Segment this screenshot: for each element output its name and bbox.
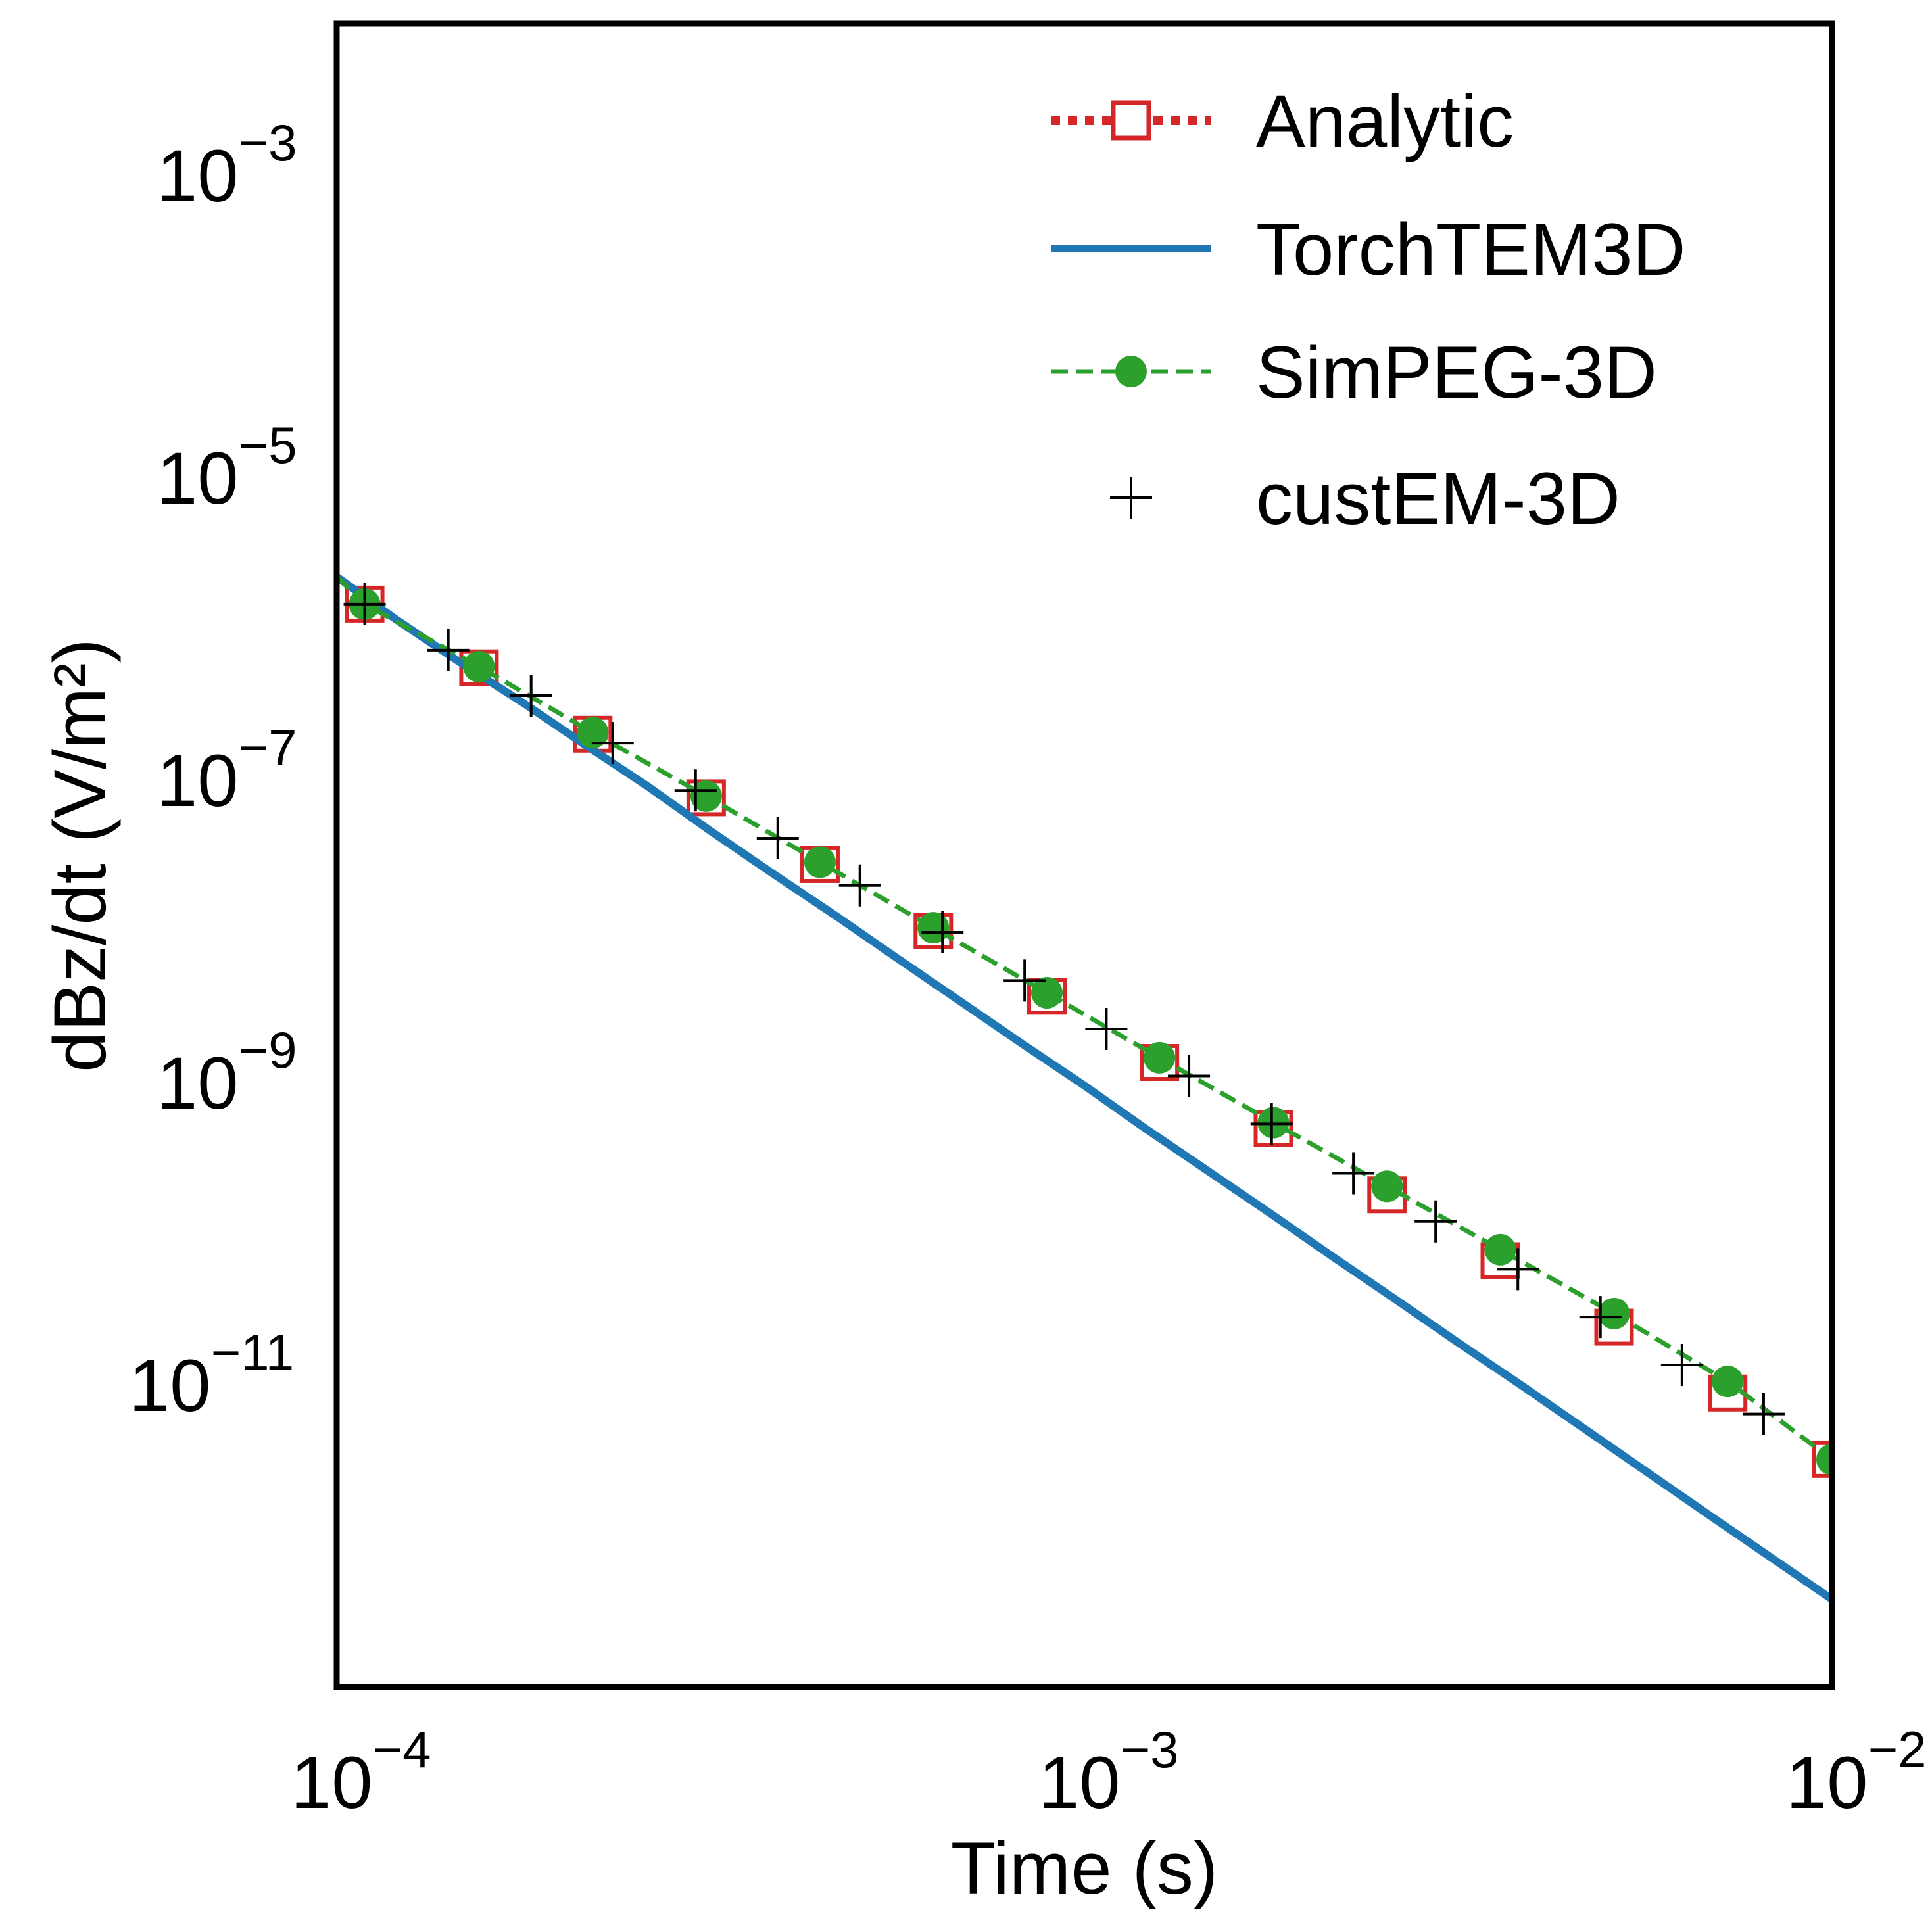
y-tick-label-exponent: −11 <box>211 1323 295 1381</box>
y-tick-label-base: 10 <box>157 740 239 822</box>
y-tick-label: 10−5 <box>157 416 297 519</box>
custem3d-marker <box>1579 1296 1622 1339</box>
simpeg3d-marker <box>1712 1366 1744 1398</box>
legend-custem3d-label: custEM-3D <box>1256 458 1620 540</box>
legend-simpeg3d-marker <box>1115 356 1147 387</box>
y-tick-label: 10−11 <box>129 1323 294 1427</box>
simpeg3d-marker <box>1371 1170 1403 1203</box>
custem3d-marker <box>674 769 717 812</box>
legend-torchtem3d-label: TorchTEM3D <box>1256 208 1685 291</box>
x-tick-label-base: 10 <box>291 1742 373 1824</box>
y-tick-label-exponent: −9 <box>239 1021 297 1079</box>
custem3d-marker <box>838 864 881 907</box>
custem3d-marker <box>1168 1055 1211 1097</box>
simpeg3d-marker <box>1816 1443 1832 1475</box>
plot-frame <box>333 20 1835 1690</box>
x-tick-label-base: 10 <box>1038 1742 1121 1824</box>
custem3d-marker <box>756 817 799 860</box>
x-tick-label-exponent: −2 <box>1868 1721 1927 1778</box>
custem3d-marker <box>591 722 634 765</box>
custem3d-marker <box>1085 1008 1128 1050</box>
y-tick-label-base: 10 <box>157 135 239 217</box>
custem3d-marker <box>1332 1152 1375 1195</box>
simpeg3d-marker <box>1144 1041 1176 1074</box>
simpeg3d-marker <box>804 846 836 878</box>
x-tick-label: 10−2 <box>1786 1721 1927 1824</box>
x-tick-label: 10−4 <box>291 1721 431 1824</box>
y-axis-label: dBz/dt (V/m²) <box>39 638 121 1072</box>
simpeg3d-line <box>337 575 1832 1462</box>
custem3d-marker <box>1250 1103 1293 1145</box>
series-layer <box>337 573 1832 1603</box>
simpeg3d-marker <box>917 912 950 944</box>
simpeg3d-marker <box>577 717 609 749</box>
y-tick-labels: 10−310−510−710−910−11 <box>129 114 297 1427</box>
simpeg3d-marker <box>1031 977 1063 1009</box>
simpeg3d-marker <box>1598 1297 1630 1329</box>
legend-analytic-label: Analytic <box>1256 80 1514 162</box>
custem3d-marker <box>510 675 552 717</box>
x-tick-labels: 10−4 10−3 10−2 <box>291 1721 1927 1824</box>
custem3d-marker <box>921 911 964 954</box>
legend: Analytic TorchTEM3D SimPEG-3D custEM-3D <box>1051 80 1685 540</box>
custem3d-marker <box>1497 1248 1539 1291</box>
y-tick-label: 10−3 <box>157 114 297 217</box>
custem3d-marker <box>1414 1200 1457 1243</box>
x-tick-label: 10−3 <box>1038 1721 1179 1824</box>
x-tick-label-exponent: −3 <box>1121 1721 1179 1778</box>
custem3d-marker <box>427 629 470 671</box>
legend-simpeg3d-label: SimPEG-3D <box>1256 331 1657 414</box>
custem3d-marker <box>1742 1393 1785 1435</box>
custem3d-marker <box>343 583 386 625</box>
y-tick-label: 10−9 <box>157 1021 297 1124</box>
x-tick-label-exponent: −4 <box>373 1721 431 1778</box>
x-axis-label: Time (s) <box>951 1827 1218 1909</box>
y-tick-label-exponent: −7 <box>239 719 297 776</box>
simpeg3d-marker <box>690 780 722 812</box>
y-tick-label-exponent: −5 <box>239 416 297 474</box>
y-tick-label-base: 10 <box>129 1345 211 1427</box>
y-tick-label-base: 10 <box>157 1042 239 1124</box>
simpeg3d-marker <box>463 650 495 682</box>
simpeg3d-marker <box>1484 1233 1516 1266</box>
custem3d-marker <box>1660 1344 1703 1387</box>
y-tick-label: 10−7 <box>157 719 297 822</box>
analytic-marker <box>1812 1441 1832 1478</box>
y-tick-label-base: 10 <box>157 437 239 519</box>
custem3d-marker <box>1003 959 1046 1002</box>
x-tick-label-base: 10 <box>1786 1742 1868 1824</box>
y-tick-label-exponent: −3 <box>239 114 297 172</box>
legend-analytic-marker <box>1111 100 1151 141</box>
legend-custem3d-marker <box>1110 477 1152 519</box>
